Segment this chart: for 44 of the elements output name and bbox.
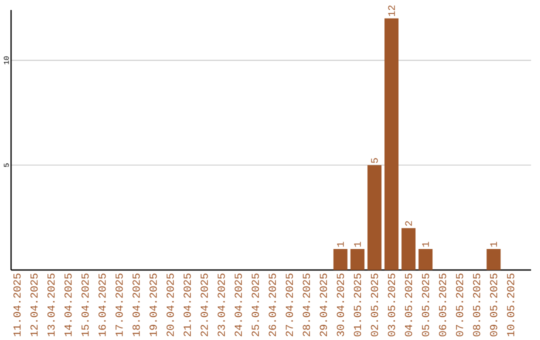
x-tick-label: 17.04.2025 xyxy=(116,274,123,336)
bar xyxy=(350,249,364,270)
bar xyxy=(384,18,398,270)
x-tick-label: 26.04.2025 xyxy=(268,274,276,336)
data-label: 2 xyxy=(405,221,412,226)
x-tick-label: 05.05.2025 xyxy=(422,274,430,336)
x-tick-label: 01.05.2025 xyxy=(354,274,362,336)
x-tick-label: 14.04.2025 xyxy=(64,274,72,336)
x-tick-label: 28.04.2025 xyxy=(302,274,310,336)
data-label: 1 xyxy=(422,242,429,247)
bar xyxy=(418,249,433,270)
bar xyxy=(402,228,416,270)
x-tick-label: 09.05.2025 xyxy=(490,274,498,336)
data-label: 1 xyxy=(490,242,497,247)
x-tick-label: 10.05.2025 xyxy=(507,274,514,336)
x-tick-label: 25.04.2025 xyxy=(252,274,259,336)
x-tick-label: 27.04.2025 xyxy=(286,274,293,336)
x-tick-label: 23.04.2025 xyxy=(218,274,225,336)
data-label: 1 xyxy=(337,242,344,247)
x-tick-label: 08.05.2025 xyxy=(472,274,480,336)
x-tick-label: 19.04.2025 xyxy=(150,274,157,336)
x-tick-label: 12.04.2025 xyxy=(30,274,38,336)
x-tick-label: 20.04.2025 xyxy=(166,274,174,336)
x-tick-label: 18.04.2025 xyxy=(132,274,140,336)
x-tick-label: 03.05.2025 xyxy=(388,274,396,336)
x-tick-label: 21.04.2025 xyxy=(184,274,191,336)
x-tick-label: 29.04.2025 xyxy=(320,274,328,336)
x-tick-label: 16.04.2025 xyxy=(98,274,106,336)
x-tick-label: 06.05.2025 xyxy=(438,274,446,336)
data-label: 1 xyxy=(354,242,361,247)
bar xyxy=(367,165,382,270)
bar xyxy=(486,249,501,270)
data-label: 12 xyxy=(388,5,395,16)
x-tick-label: 02.05.2025 xyxy=(370,274,378,336)
x-tick-label: 24.04.2025 xyxy=(234,274,242,336)
x-tick-label: 22.04.2025 xyxy=(200,274,208,336)
x-tick-label: 07.05.2025 xyxy=(456,274,464,336)
x-tick-label: 04.05.2025 xyxy=(404,274,412,336)
bar xyxy=(333,249,348,270)
x-tick-label: 13.04.2025 xyxy=(47,274,55,336)
x-tick-label: 15.04.2025 xyxy=(81,274,89,336)
x-tick-label: 11.04.2025 xyxy=(13,274,21,336)
x-tick-label: 30.04.2025 xyxy=(336,274,344,336)
data-label: 5 xyxy=(371,158,378,163)
